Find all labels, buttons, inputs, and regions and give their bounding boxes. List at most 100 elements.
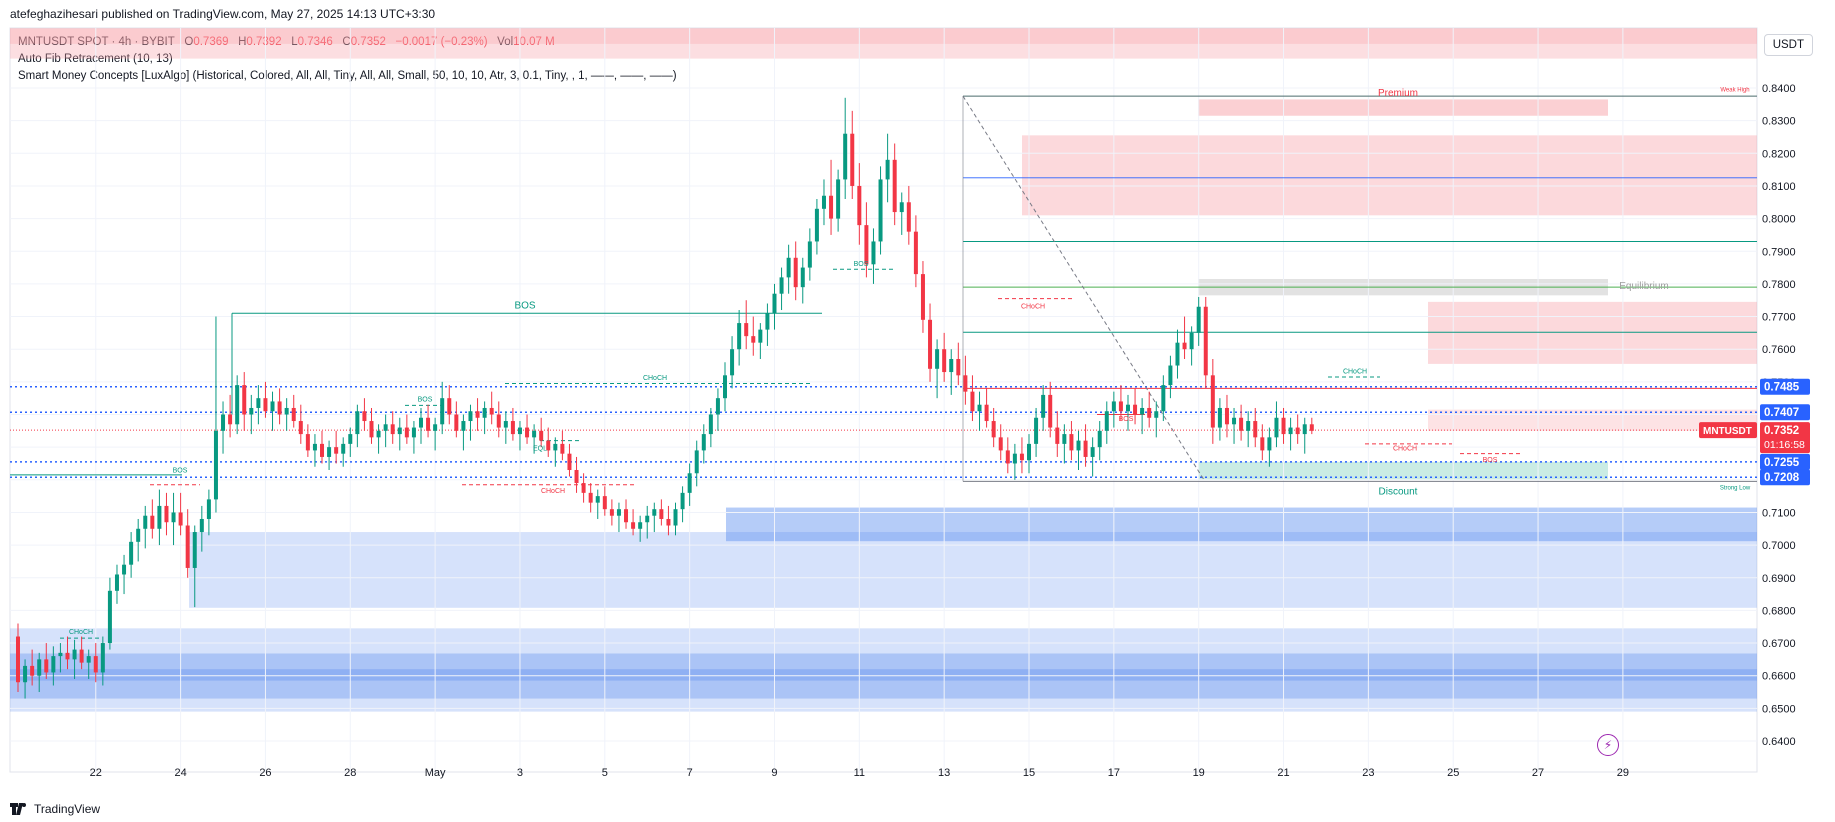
x-tick-label: 9 <box>771 767 777 779</box>
lightning-icon[interactable]: ⚡ <box>1597 734 1619 756</box>
candle-body <box>638 522 643 529</box>
candle-body <box>942 349 947 373</box>
candle-body <box>411 427 416 438</box>
candle-body <box>814 208 819 242</box>
tradingview-logo[interactable]: TradingView <box>10 802 100 816</box>
x-tick-label: 29 <box>1617 767 1629 779</box>
candle-body <box>143 515 148 529</box>
y-tick-label: 0.8400 <box>1762 83 1796 95</box>
y-tick-label: 0.7700 <box>1762 312 1796 324</box>
candle-body <box>920 274 925 320</box>
indicator-smc[interactable]: Smart Money Concepts [LuxAlgo] (Historic… <box>18 70 677 82</box>
symbol-tag-label: MNTUSDT <box>1703 426 1752 437</box>
y-tick-label: 0.7100 <box>1762 507 1796 519</box>
candle-body <box>602 496 607 510</box>
x-tick-label: 15 <box>1023 767 1035 779</box>
candle-body <box>489 407 494 415</box>
candle-body <box>1097 430 1102 448</box>
candle-body <box>369 421 374 438</box>
currency-button[interactable]: USDT <box>1763 34 1813 56</box>
candle-body <box>1133 404 1138 415</box>
candle-body <box>1125 404 1130 412</box>
supply-zone-upper <box>1022 135 1757 216</box>
candle-body <box>857 185 862 226</box>
price-tag-0.7407 <box>1760 404 1810 421</box>
candle-body <box>701 434 706 451</box>
candle-body <box>963 375 968 392</box>
candle-body <box>235 385 240 425</box>
y-tick-label: 0.6600 <box>1762 671 1796 683</box>
candle-body <box>899 202 904 213</box>
candle-body <box>517 427 522 435</box>
candle-body <box>1055 427 1060 444</box>
candle-body <box>1175 342 1180 366</box>
candle-body <box>935 349 940 369</box>
candle-body <box>829 195 834 219</box>
fib-trend-line <box>962 95 1206 482</box>
candle-body <box>913 231 918 275</box>
candle-body <box>553 443 558 451</box>
candle-body <box>666 518 671 526</box>
candle-body <box>885 159 890 180</box>
candle-body <box>482 407 487 418</box>
candle-body <box>1288 427 1293 435</box>
candle-body <box>65 652 70 660</box>
candle-body <box>1041 394 1046 418</box>
candle-body <box>800 267 805 288</box>
candle-body <box>1140 407 1145 415</box>
candle-body <box>1012 453 1017 464</box>
candle-body <box>1196 306 1201 333</box>
discount-label: Discount <box>1379 486 1418 497</box>
candle-body <box>242 385 247 415</box>
price-tag-0.7485 <box>1760 378 1810 395</box>
x-tick-label: 7 <box>687 767 693 779</box>
choch-label-early: CHoCH <box>69 629 93 636</box>
candle-body <box>93 656 98 673</box>
candle-body <box>107 590 112 644</box>
candle-body <box>793 257 798 288</box>
candle-body <box>86 656 91 663</box>
x-tick-label: 3 <box>517 767 523 779</box>
candle-body <box>312 443 317 451</box>
candle-body <box>1118 401 1123 412</box>
candle-body <box>390 424 395 435</box>
y-tick-label: 0.8300 <box>1762 116 1796 128</box>
x-tick-label: 19 <box>1193 767 1205 779</box>
candle-body <box>1203 306 1208 376</box>
candle-body <box>1083 440 1088 457</box>
candle-body <box>291 407 296 422</box>
candle-body <box>532 430 537 438</box>
candle-body <box>30 665 35 676</box>
candle-body <box>185 525 190 568</box>
candle-body <box>461 421 466 431</box>
bos-label-may9: BOS <box>854 261 869 268</box>
candle-body <box>616 509 621 516</box>
candle-body <box>737 323 742 350</box>
candle-body <box>1005 450 1010 464</box>
candle-body <box>249 407 254 415</box>
y-tick-label: 0.6800 <box>1762 605 1796 617</box>
blue-order-block-mid <box>189 532 1757 608</box>
candle-body <box>539 430 544 441</box>
countdown-label: 01:16:58 <box>1764 439 1805 451</box>
candle-body <box>1189 332 1194 350</box>
eql-label: EQL <box>533 445 547 452</box>
premium-label: Premium <box>1378 88 1418 99</box>
candle-body <box>956 358 961 376</box>
candle-body <box>468 411 473 422</box>
choch-label-red-may23: CHoCH <box>1393 445 1417 452</box>
y-tick-label: 0.8200 <box>1762 148 1796 160</box>
candle-body <box>284 407 289 415</box>
y-tick-label: 0.7800 <box>1762 279 1796 291</box>
candle-body <box>1309 424 1314 431</box>
candle-body <box>715 398 720 415</box>
candle-body <box>100 643 105 673</box>
candle-body <box>723 375 727 399</box>
price-tag-label: 0.7255 <box>1764 457 1800 469</box>
candle-body <box>157 505 162 529</box>
candle-body <box>79 649 84 663</box>
bos-label-red-may16: BOS <box>1119 416 1134 423</box>
premium-zone <box>1198 99 1608 116</box>
candle-body <box>263 398 268 412</box>
